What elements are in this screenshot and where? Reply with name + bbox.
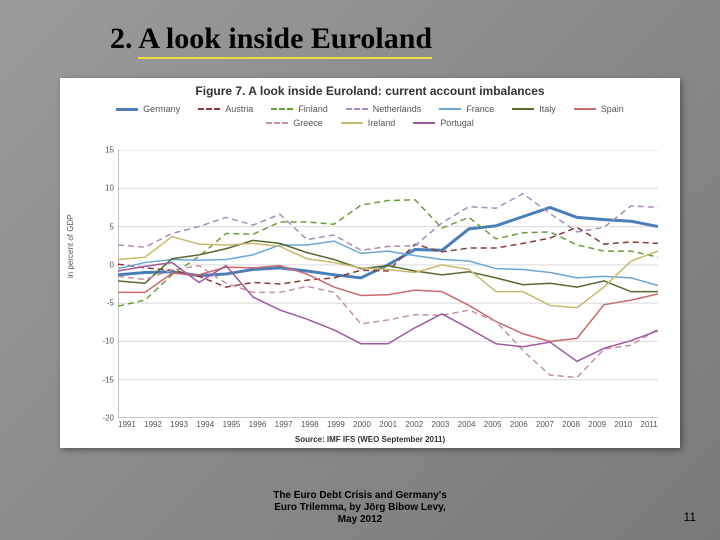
legend-label: Portugal	[440, 118, 474, 128]
series-line	[118, 194, 658, 251]
x-tick: 1993	[170, 420, 188, 429]
legend-swatch	[116, 108, 138, 111]
legend-label: France	[466, 104, 494, 114]
x-tick: 1996	[249, 420, 267, 429]
y-tick: -20	[90, 414, 114, 423]
legend-item: Portugal	[413, 118, 474, 128]
legend-swatch	[346, 108, 368, 110]
legend-swatch	[266, 122, 288, 124]
x-tick: 1994	[196, 420, 214, 429]
x-tick: 2000	[353, 420, 371, 429]
legend-label: Italy	[539, 104, 556, 114]
x-tick: 1997	[275, 420, 293, 429]
legend-label: Austria	[225, 104, 253, 114]
legend-item: France	[439, 104, 494, 114]
title-prefix: 2.	[110, 22, 138, 55]
legend-label: Ireland	[368, 118, 396, 128]
x-tick: 2004	[458, 420, 476, 429]
page-number: 11	[684, 510, 696, 524]
legend-swatch	[574, 108, 596, 110]
y-tick: -10	[90, 337, 114, 346]
legend-label: Greece	[293, 118, 323, 128]
x-tick: 2005	[484, 420, 502, 429]
x-tick: 1991	[118, 420, 136, 429]
slide-title: 2. A look inside Euroland	[110, 22, 432, 56]
legend-item: Germany	[116, 104, 180, 114]
x-tick: 2011	[641, 420, 658, 429]
y-tick: 15	[90, 146, 114, 155]
x-axis-ticks: 1991 1992 1993 1994 1995 1996 1997 1998 1999 2000…	[118, 420, 658, 429]
x-tick: 2008	[562, 420, 580, 429]
legend-label: Spain	[601, 104, 624, 114]
chart-legend: Germany Austria Finland Netherlands France It…	[100, 104, 640, 128]
x-tick: 1999	[327, 420, 345, 429]
series-line	[118, 207, 658, 277]
legend-label: Netherlands	[373, 104, 422, 114]
y-tick: 0	[90, 260, 114, 269]
y-axis-label: in percent of GDP	[66, 214, 75, 278]
slide-footer: The Euro Debt Crisis and Germany's Euro …	[0, 490, 720, 526]
x-tick: 2009	[588, 420, 606, 429]
legend-swatch	[439, 108, 461, 110]
x-tick: 2002	[405, 420, 423, 429]
title-main: A look inside Euroland	[138, 22, 432, 59]
y-tick: -15	[90, 375, 114, 384]
y-tick: 10	[90, 184, 114, 193]
footer-line-2: Euro Trilemma, by Jörg Bibow Levy,	[274, 502, 446, 513]
footer-line-1: The Euro Debt Crisis and Germany's	[273, 490, 447, 501]
x-tick: 2001	[379, 420, 397, 429]
legend-swatch	[271, 108, 293, 110]
x-tick: 1998	[301, 420, 319, 429]
legend-item: Austria	[198, 104, 253, 114]
x-tick: 1995	[223, 420, 241, 429]
series-line	[118, 200, 658, 306]
legend-item: Italy	[512, 104, 556, 114]
y-tick: -5	[90, 299, 114, 308]
figure-title: Figure 7. A look inside Euroland: curren…	[60, 84, 680, 98]
legend-swatch	[413, 122, 435, 124]
legend-swatch	[341, 122, 363, 124]
x-tick: 2007	[536, 420, 554, 429]
x-tick: 2010	[614, 420, 632, 429]
legend-item: Greece	[266, 118, 323, 128]
source-text: Source: IMF IFS (WEO September 2011)	[60, 435, 680, 444]
chart-svg	[118, 150, 658, 418]
y-tick: 5	[90, 222, 114, 231]
legend-item: Finland	[271, 104, 328, 114]
legend-label: Germany	[143, 104, 180, 114]
plot-area	[118, 150, 658, 418]
legend-swatch	[198, 108, 220, 110]
legend-item: Spain	[574, 104, 624, 114]
x-tick: 2003	[432, 420, 450, 429]
legend-swatch	[512, 108, 534, 110]
y-axis-ticks: 151050-5-10-15-20	[90, 150, 114, 418]
slide-container: 2. A look inside Euroland Figure 7. A lo…	[0, 0, 720, 540]
legend-item: Ireland	[341, 118, 396, 128]
footer-line-3: May 2012	[338, 514, 382, 525]
x-tick: 1992	[144, 420, 162, 429]
x-tick: 2006	[510, 420, 528, 429]
legend-label: Finland	[298, 104, 328, 114]
chart-container: Figure 7. A look inside Euroland: curren…	[60, 78, 680, 448]
legend-item: Netherlands	[346, 104, 422, 114]
